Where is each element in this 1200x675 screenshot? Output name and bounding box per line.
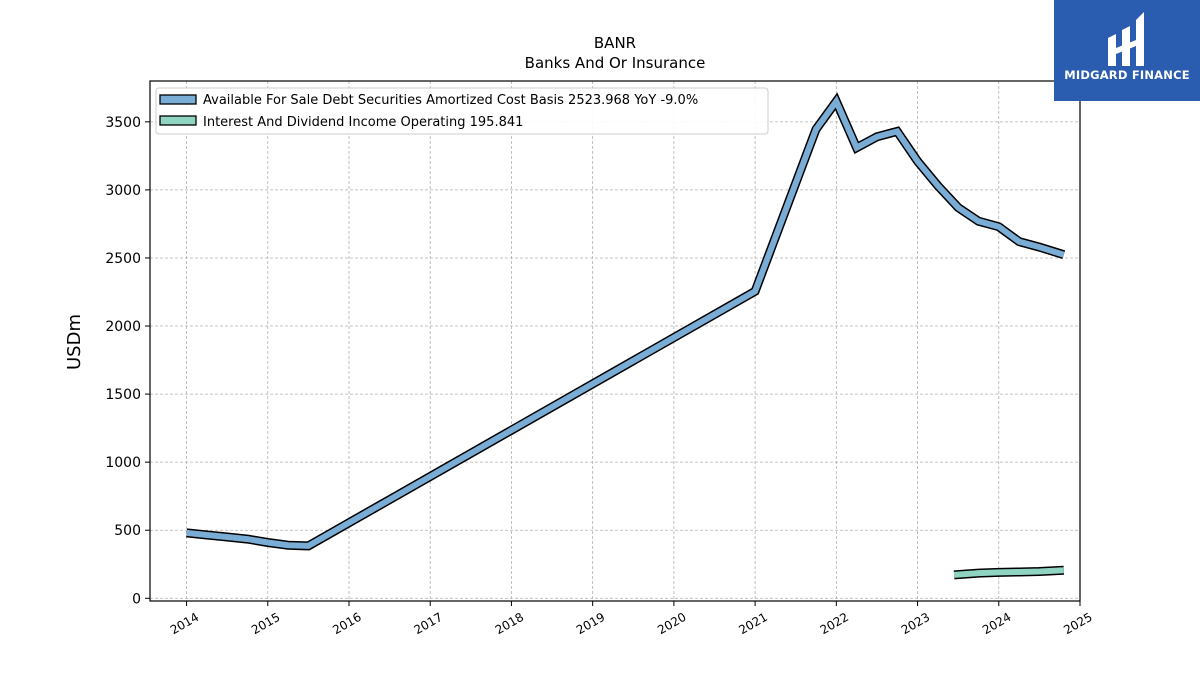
y-tick-label: 3500 xyxy=(105,115,141,131)
series-1-line xyxy=(186,95,1065,549)
x-tick-label: 2019 xyxy=(574,610,607,637)
legend-box xyxy=(155,87,769,135)
x-tick-label: 2023 xyxy=(899,610,932,637)
legend-entry-2: Interest And Dividend Income Operating 1… xyxy=(203,115,523,130)
y-tick-label: 1500 xyxy=(105,387,141,403)
x-tick-label: 2021 xyxy=(736,610,769,637)
legend-swatch-2 xyxy=(159,115,197,126)
logo-mark-icon xyxy=(1108,12,1144,66)
x-tick-label: 2025 xyxy=(1061,610,1094,637)
legend-entry-1: Available For Sale Debt Securities Amort… xyxy=(203,93,698,108)
brand-logo: MIDGARD FINANCE xyxy=(1054,0,1200,101)
y-tick-label: 500 xyxy=(114,523,141,539)
x-tick-label: 2018 xyxy=(493,610,526,637)
x-tick-label: 2020 xyxy=(655,610,688,637)
legend: Available For Sale Debt Securities Amort… xyxy=(155,87,769,135)
y-axis-label: USDm xyxy=(64,314,85,370)
chart-subtitle: Banks And Or Insurance xyxy=(525,54,706,72)
y-tick-label: 2000 xyxy=(105,319,141,335)
y-tick-label: 2500 xyxy=(105,251,141,267)
x-tick-label: 2022 xyxy=(818,610,851,637)
logo-text: MIDGARD FINANCE xyxy=(1064,68,1190,82)
x-tick-label: 2024 xyxy=(980,610,1013,637)
series-2-line xyxy=(953,567,1064,578)
chart-title: BANR xyxy=(594,34,636,52)
x-tick-label: 2016 xyxy=(330,610,363,637)
grid xyxy=(150,81,1081,601)
x-tick-label: 2015 xyxy=(249,610,282,637)
plot-frame xyxy=(149,80,1081,602)
legend-swatch-1 xyxy=(159,94,197,105)
y-tick-label: 1000 xyxy=(105,455,141,471)
y-tick-label: 0 xyxy=(132,591,141,607)
series-1-outline xyxy=(186,92,1066,551)
y-tick-label: 3000 xyxy=(105,183,141,199)
x-tick-label: 2017 xyxy=(411,610,444,637)
series-lines xyxy=(186,92,1066,580)
x-tick-label: 2014 xyxy=(168,610,201,637)
